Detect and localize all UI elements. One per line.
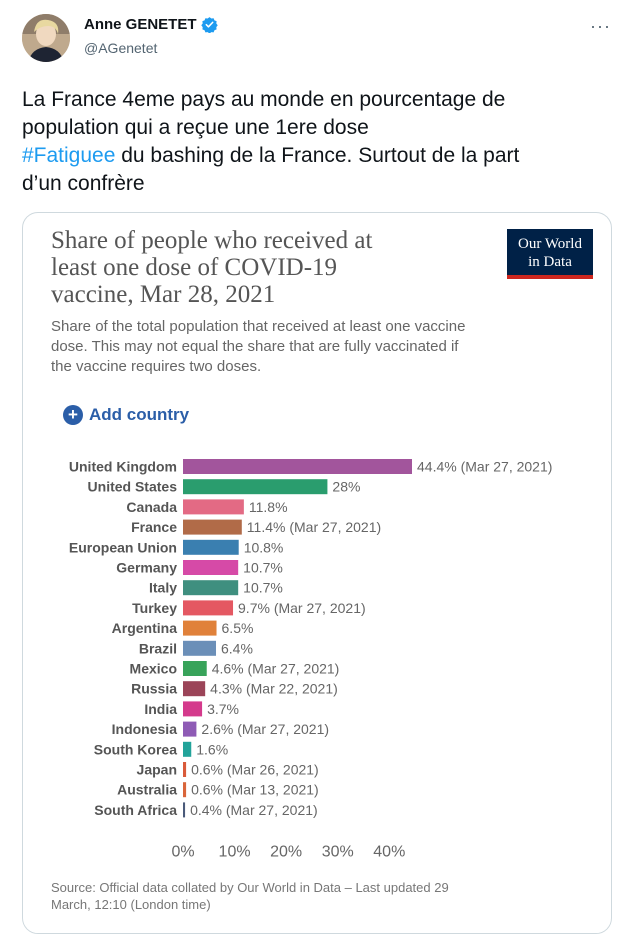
owid-logo-line: in Data: [528, 254, 572, 270]
chart-source-line: March, 12:10 (London time): [51, 897, 211, 912]
chart-title: Share of people who received at least on…: [51, 227, 471, 308]
author-name-row: Anne GENETET: [84, 16, 218, 33]
category-label: Canada: [126, 499, 177, 515]
owid-logo-line: Our World: [518, 236, 582, 252]
plus-circle-icon: +: [63, 405, 83, 425]
chart-title-line: vaccine, Mar 28, 2021: [51, 281, 276, 308]
bar: [183, 479, 328, 495]
bar: [183, 459, 412, 474]
data-label: 1.6%: [196, 741, 228, 757]
bar: [183, 782, 187, 798]
more-options-icon[interactable]: ···: [590, 16, 611, 36]
tweet-text-line: #Fatiguee du bashing de la France. Surto…: [22, 142, 612, 170]
bar-chart: United Kingdom 44.4% (Mar 27, 2021) United…: [69, 459, 553, 861]
data-label: 6.5%: [222, 620, 254, 636]
bar: [183, 539, 239, 555]
tweet-text: La France 4eme pays au monde en pourcent…: [22, 86, 612, 198]
category-label: Australia: [117, 782, 177, 798]
category-label: Russia: [131, 681, 177, 697]
category-label: Japan: [137, 762, 177, 778]
handle[interactable]: @AGenetet: [84, 40, 158, 56]
x-tick-label: 20%: [270, 844, 302, 861]
bar: [183, 640, 217, 656]
category-label: Italy: [149, 580, 177, 596]
avatar[interactable]: [22, 14, 70, 62]
add-country-label: Add country: [89, 405, 190, 424]
data-label: 0.6% (Mar 13, 2021): [191, 782, 319, 798]
display-name[interactable]: Anne GENETET: [84, 16, 197, 33]
add-country-button: + Add country: [63, 405, 189, 425]
tweet-text-line: La France 4eme pays au monde en pourcent…: [22, 88, 506, 111]
tweet-text-line: d’un confrère: [22, 172, 145, 195]
category-label: Germany: [116, 560, 177, 576]
bar: [183, 600, 234, 616]
category-label: United States: [88, 479, 178, 495]
verified-badge-icon: [200, 17, 218, 33]
bar: [183, 762, 187, 777]
bar: [183, 802, 186, 818]
bar: [183, 661, 207, 676]
category-label: Indonesia: [112, 721, 178, 737]
bar: [183, 560, 239, 575]
chart-subtitle: Share of the total population that recei…: [51, 317, 571, 377]
data-label: 4.3% (Mar 22, 2021): [210, 681, 338, 697]
chart-source-line: Source: Official data collated by Our Wo…: [51, 880, 449, 895]
data-label: 28%: [332, 479, 360, 495]
category-label: European Union: [69, 539, 177, 555]
bar: [183, 721, 197, 737]
data-label: 11.4% (Mar 27, 2021): [247, 519, 381, 535]
data-label: 0.6% (Mar 26, 2021): [191, 762, 319, 778]
chart-subtitle-line: Share of the total population that recei…: [51, 318, 466, 335]
data-label: 11.8%: [249, 499, 288, 515]
owid-chart-image: Share of people who received at least on…: [27, 217, 607, 933]
chart-title-line: least one dose of COVID-19: [51, 254, 338, 281]
category-label: Brazil: [139, 640, 177, 656]
tweet-text-fragment: du bashing de la France. Surtout de la p…: [115, 144, 520, 167]
chart-subtitle-line: dose. This may not equal the share that …: [51, 338, 459, 355]
data-label: 10.8%: [244, 539, 284, 555]
chart-source: Source: Official data collated by Our Wo…: [51, 879, 571, 913]
x-tick-label: 40%: [373, 844, 405, 861]
chart-subtitle-line: the vaccine requires two doses.: [51, 358, 262, 375]
bar: [183, 580, 239, 596]
data-label: 10.7%: [243, 580, 283, 596]
category-label: Argentina: [112, 620, 178, 636]
owid-logo: Our World in Data: [507, 229, 593, 279]
category-label: Mexico: [130, 661, 177, 677]
data-label: 2.6% (Mar 27, 2021): [201, 721, 329, 737]
media-card[interactable]: Share of people who received at least on…: [22, 212, 612, 934]
x-tick-label: 0%: [171, 844, 194, 861]
category-label: United Kingdom: [69, 459, 177, 475]
chart-title-line: Share of people who received at: [51, 227, 373, 254]
data-label: 0.4% (Mar 27, 2021): [190, 802, 318, 818]
data-label: 3.7%: [207, 701, 239, 717]
bar: [183, 499, 244, 515]
category-label: France: [131, 519, 177, 535]
bar: [183, 701, 203, 717]
bar: [183, 519, 242, 535]
data-label: 44.4% (Mar 27, 2021): [417, 459, 552, 475]
bar: [183, 620, 217, 636]
bar: [183, 681, 206, 697]
x-tick-label: 30%: [322, 844, 354, 861]
hashtag-link[interactable]: #Fatiguee: [22, 144, 116, 167]
data-label: 6.4%: [221, 640, 253, 656]
category-label: South Africa: [94, 802, 177, 818]
x-tick-label: 10%: [219, 844, 251, 861]
category-label: South Korea: [94, 741, 177, 757]
category-label: India: [144, 701, 177, 717]
category-label: Turkey: [132, 600, 177, 616]
data-label: 10.7%: [243, 560, 283, 576]
bar: [183, 741, 192, 757]
data-label: 9.7% (Mar 27, 2021): [238, 600, 366, 616]
data-label: 4.6% (Mar 27, 2021): [212, 661, 340, 677]
tweet-text-line: population qui a reçue une 1ere dose: [22, 116, 369, 139]
